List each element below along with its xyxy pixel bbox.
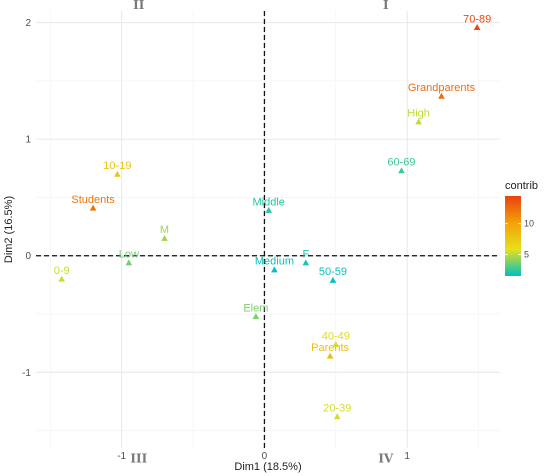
point-label: Elem bbox=[243, 302, 268, 314]
y-tick-label: -1 bbox=[22, 368, 31, 379]
point-marker-0-9 bbox=[58, 275, 65, 282]
x-tick-label: 0 bbox=[262, 451, 268, 462]
x-tick-label: -1 bbox=[117, 451, 126, 462]
legend-colorbar bbox=[505, 196, 521, 276]
reference-lines bbox=[36, 11, 500, 448]
axes: Dim1 (18.5%) Dim2 (16.5%) -1 0 1-1012IIIII… bbox=[3, 0, 410, 473]
y-axis-label: Dim2 (16.5%) bbox=[3, 196, 15, 263]
legend-title: contrib bbox=[505, 180, 538, 192]
point-label: 0-9 bbox=[54, 265, 70, 277]
y-tick-label: 2 bbox=[25, 18, 31, 29]
point-label: 60-69 bbox=[387, 157, 415, 169]
point-marker-middle bbox=[265, 206, 273, 213]
x-tick-label: 1 bbox=[404, 451, 410, 462]
point-marker-students bbox=[89, 204, 97, 211]
point-marker-elem bbox=[252, 313, 260, 319]
grid-lines bbox=[36, 11, 500, 448]
point-label: Medium bbox=[255, 256, 294, 268]
point-marker-high bbox=[415, 118, 422, 125]
point-label: M bbox=[160, 224, 169, 236]
point-marker-m bbox=[161, 234, 168, 241]
point-marker-40-49 bbox=[332, 340, 340, 347]
point-marker-parents bbox=[326, 352, 334, 359]
point-marker-medium bbox=[271, 266, 278, 273]
quadrant-label: I bbox=[383, 0, 389, 12]
point-label: High bbox=[407, 108, 430, 120]
legend-tick-label: 10 bbox=[524, 219, 534, 229]
point-marker-grandparents bbox=[438, 92, 445, 99]
point-label: Students bbox=[71, 194, 115, 206]
point-marker-f bbox=[302, 259, 310, 266]
point-marker-50-59 bbox=[329, 276, 337, 283]
point-marker-10-19 bbox=[114, 170, 121, 177]
point-marker-20-39 bbox=[333, 413, 341, 420]
legend-tick-label: 5 bbox=[524, 249, 529, 259]
point-marker-low bbox=[125, 259, 133, 266]
quadrant-label: II bbox=[133, 0, 145, 12]
point-label: 40-49 bbox=[322, 330, 350, 342]
color-legend: contrib 5 10 bbox=[505, 180, 538, 276]
point-label: Middle bbox=[253, 196, 285, 208]
y-tick-label: 1 bbox=[25, 135, 31, 146]
point-label: F bbox=[302, 249, 309, 261]
point-label: 50-59 bbox=[319, 266, 347, 278]
y-tick-label: 0 bbox=[25, 251, 31, 262]
data-points: 70-89 Grandparents High 60-69 10-19 Students M… bbox=[54, 13, 491, 420]
x-axis-label: Dim1 (18.5%) bbox=[234, 461, 301, 473]
quadrant-label: III bbox=[130, 451, 147, 465]
quadrant-label: IV bbox=[378, 451, 394, 465]
point-label: Grandparents bbox=[408, 82, 476, 94]
point-marker-70-89 bbox=[473, 24, 481, 30]
point-label: Low bbox=[119, 249, 139, 261]
point-label: 10-19 bbox=[103, 160, 131, 172]
point-marker-60-69 bbox=[398, 167, 405, 174]
point-label: 70-89 bbox=[463, 13, 491, 25]
point-label: 20-39 bbox=[323, 403, 351, 415]
point-label: Parents bbox=[311, 342, 349, 354]
